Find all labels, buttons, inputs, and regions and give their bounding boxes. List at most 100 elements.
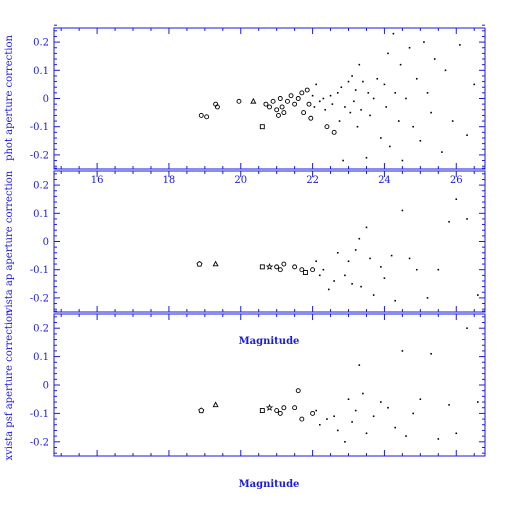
top-xtick-label: 16 [91, 175, 104, 186]
middle-data-point [358, 237, 361, 240]
top-data-point [274, 107, 280, 113]
top-data-point [354, 89, 357, 91]
top-data-point [301, 110, 307, 116]
top-data-point [318, 100, 321, 103]
middle-ytick-label: -0.1 [30, 265, 49, 276]
top-data-point [259, 124, 265, 130]
bottom-data-point [281, 405, 287, 411]
bottom-data-point [347, 398, 350, 400]
middle-data-point [281, 261, 287, 267]
middle-data-point [212, 260, 219, 267]
bottom-data-point [362, 392, 364, 395]
top-data-point [398, 120, 400, 122]
top-data-point [342, 159, 344, 162]
bottom-ytick-label: -0.2 [30, 437, 49, 448]
top-data-point [270, 98, 276, 104]
middle-data-point [351, 283, 353, 285]
middle-data-point [437, 268, 440, 271]
bottom-data-point [265, 403, 274, 411]
top-data-point [423, 41, 425, 43]
top-data-point [376, 77, 379, 80]
middle-ytick-label: 0.1 [33, 209, 49, 220]
bottom-data-point [344, 441, 346, 443]
top-data-point [441, 151, 443, 153]
middle-data-point [383, 277, 386, 279]
middle-data-point [365, 226, 368, 229]
top-data-point [412, 125, 414, 128]
top-data-point [263, 101, 269, 107]
middle-data-point [265, 262, 274, 271]
bottom-data-point [365, 432, 368, 435]
bottom-data-point [358, 364, 361, 366]
middle-data-point [390, 254, 393, 257]
top-data-point [344, 106, 346, 108]
bottom-data-point [430, 352, 432, 355]
bottom-data-point [318, 423, 321, 426]
bottom-data-point [333, 415, 335, 418]
top-data-point [315, 83, 317, 86]
middle-data-point [299, 267, 305, 273]
top-data-point [299, 90, 305, 96]
top-data-point [426, 92, 429, 94]
top-data-point [405, 97, 407, 100]
top-data-point [415, 77, 418, 80]
middle-data-point [408, 257, 411, 260]
bottom-data-point [387, 406, 389, 409]
top-data-point [360, 108, 362, 111]
top-data-point [304, 87, 310, 93]
top-data-point [362, 80, 364, 83]
top-data-point [367, 92, 370, 94]
bottom-data-point [310, 410, 316, 416]
middle-data-point [327, 288, 330, 291]
middle-data-point [322, 268, 325, 271]
top-data-point [329, 94, 332, 97]
top-xtick-label: 26 [450, 175, 463, 186]
middle-data-point [394, 299, 397, 302]
panel-bottom-xlabel: Magnitude [239, 479, 300, 490]
middle-data-point [466, 218, 468, 220]
top-ytick-label: 0 [43, 94, 49, 105]
top-data-point [204, 114, 210, 120]
top-data-point [267, 104, 272, 110]
middle-ytick-label: 0.2 [33, 181, 49, 192]
top-xtick-label: 22 [306, 175, 319, 186]
bottom-data-point [448, 404, 450, 406]
top-data-point [331, 103, 334, 105]
panel-top-ylabel: phot aperture correction [4, 35, 15, 161]
middle-data-point [292, 264, 298, 270]
top-data-point [385, 106, 388, 108]
bottom-data-point [354, 409, 357, 412]
top-data-point [214, 104, 220, 110]
bottom-data-point [326, 418, 328, 420]
top-data-point [250, 97, 257, 104]
bottom-data-point [198, 407, 205, 414]
top-data-point [285, 98, 290, 104]
middle-data-point [333, 280, 335, 282]
middle-data-point [277, 267, 283, 273]
top-data-point [338, 120, 341, 122]
bottom-data-point [455, 432, 458, 435]
bottom-ytick-label: -0.1 [30, 409, 49, 420]
top-data-point [365, 156, 368, 159]
bottom-data-point [277, 410, 283, 416]
top-ytick-label: -0.2 [30, 150, 49, 161]
middle-data-point [347, 260, 350, 263]
middle-data-point [369, 257, 371, 260]
top-data-point [399, 63, 402, 66]
top-data-point [340, 86, 343, 89]
middle-data-point [259, 264, 265, 270]
bottom-data-point [394, 426, 397, 429]
top-data-point [236, 98, 242, 104]
top-data-point [277, 96, 283, 101]
middle-data-point [372, 294, 375, 296]
top-data-point [387, 52, 389, 55]
panel-top: -0.2 -0.1 0 0.1 0.2 16 18 20 22 24 26 [30, 24, 486, 186]
middle-data-point [448, 220, 450, 223]
top-data-point [336, 92, 339, 94]
bottom-data-point [336, 429, 339, 432]
bottom-data-point [315, 409, 317, 412]
top-data-point [331, 129, 337, 135]
bottom-data-point [401, 350, 404, 352]
middle-data-point [196, 260, 203, 267]
